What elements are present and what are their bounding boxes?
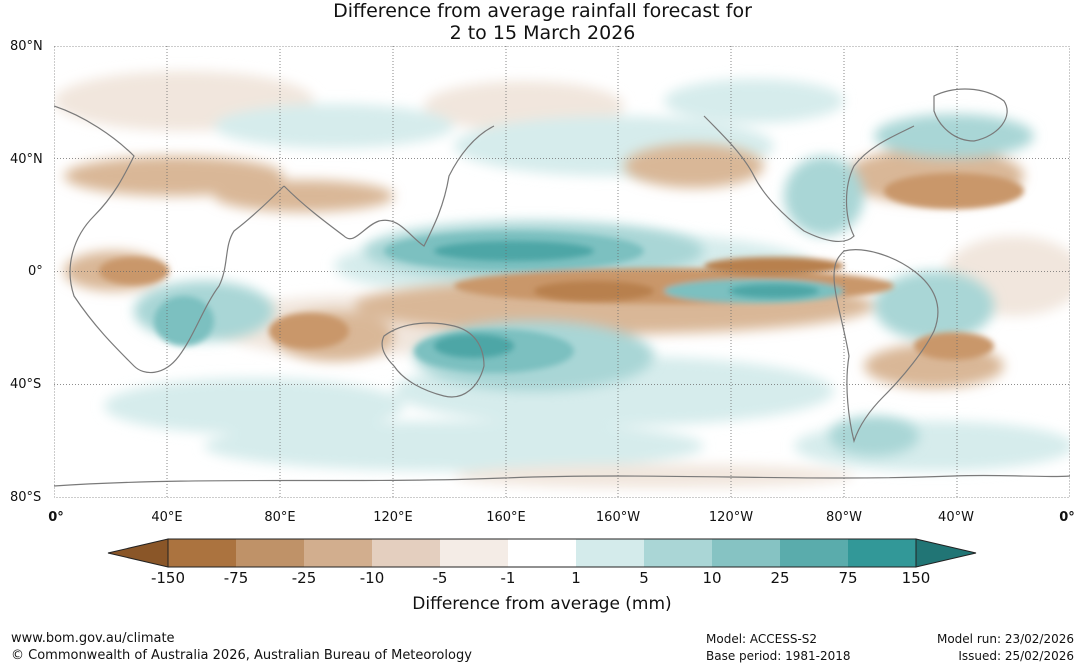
- colour-bar-legend: [107, 538, 977, 568]
- strong-wet-itcz-east-pacific: [729, 284, 819, 298]
- faint-wet-central-asia: [214, 104, 454, 148]
- strong-wet-coral-sea: [434, 334, 514, 358]
- legend-tick-5: 5: [639, 569, 649, 587]
- coast-australia: [381, 322, 485, 398]
- coastlines: [54, 88, 1070, 487]
- lat-label-equator: 0°: [28, 264, 43, 279]
- lon-label-0-right: 0°: [1059, 510, 1075, 525]
- legend-swatch-1: [168, 539, 236, 567]
- map-title-line1: Difference from average rainfall forecas…: [333, 0, 752, 22]
- legend-arrow-dry: [107, 538, 169, 568]
- mid-wet-madagascar: [154, 296, 214, 346]
- legend-tick-150: 150: [901, 569, 931, 587]
- mid-dry-central-indian: [269, 313, 349, 349]
- lat-label-80n: 80°N: [10, 39, 43, 54]
- legend-swatch-5: [440, 539, 508, 567]
- faint-wet-southern-ocean: [204, 421, 704, 471]
- lon-label-120w: 120°W: [708, 510, 754, 525]
- light-dry-middle-east: [214, 180, 394, 212]
- lat-label-40n: 40°N: [10, 152, 43, 167]
- strong-wet-north-tropical-pacific: [434, 241, 594, 261]
- footer-website-link[interactable]: www.bom.gov.au/climate: [11, 631, 175, 646]
- legend-tick-minus25: -25: [291, 569, 317, 587]
- light-dry-west-us: [624, 144, 764, 188]
- legend-tick-75: 75: [838, 569, 858, 587]
- map-frame: [54, 46, 1070, 498]
- legend-swatch-7: [576, 539, 644, 567]
- anomaly-strong-layer: [434, 241, 844, 358]
- lon-label-0-left: 0°: [48, 510, 64, 525]
- lon-label-160e: 160°E: [486, 510, 526, 525]
- lon-label-80w: 80°W: [826, 510, 862, 525]
- legend-title: Difference from average (mm): [412, 594, 672, 614]
- legend-tick-minus10: -10: [359, 569, 385, 587]
- legend-tick-25: 25: [770, 569, 790, 587]
- strong-dry-central-pacific: [534, 281, 654, 301]
- legend-tick-minus75: -75: [223, 569, 249, 587]
- lon-label-80e: 80°E: [264, 510, 296, 525]
- legend-swatch-4: [372, 539, 440, 567]
- map-title-line2: 2 to 15 March 2026: [449, 22, 636, 44]
- legend-tick-minus150: -150: [150, 569, 186, 587]
- coast-greenland: [933, 88, 1008, 142]
- lat-label-40s: 40°S: [10, 377, 42, 392]
- legend-swatch-2: [236, 539, 304, 567]
- lon-label-40w: 40°W: [938, 510, 974, 525]
- mid-dry-south-brazil: [914, 332, 994, 360]
- footer-issued: Issued: 25/02/2026: [958, 649, 1074, 663]
- legend-tick-10: 10: [702, 569, 722, 587]
- mid-dry-north-atlantic: [884, 173, 1024, 209]
- coast-south-america: [833, 249, 939, 444]
- footer-copyright: © Commonwealth of Australia 2026, Austra…: [11, 648, 472, 663]
- lon-label-40e: 40°E: [151, 510, 183, 525]
- light-dry-mediterranean: [64, 156, 284, 196]
- coast-antarctica: [54, 474, 1070, 487]
- rainfall-anomaly-map: [54, 46, 1070, 498]
- lon-label-160w: 160°W: [595, 510, 641, 525]
- lat-label-80s: 80°S: [10, 490, 42, 505]
- footer-base-period: Base period: 1981-2018: [706, 649, 851, 663]
- legend-swatch-6: [508, 539, 576, 567]
- legend-swatch-9: [712, 539, 780, 567]
- light-wet-brazil: [874, 271, 994, 341]
- legend-tick-minus1: -1: [500, 569, 516, 587]
- legend-tick-1: 1: [571, 569, 581, 587]
- faint-wet-south-indian: [104, 378, 404, 434]
- coast-europe-africa: [54, 105, 285, 374]
- light-wet-patagonia: [829, 416, 919, 456]
- coast-asia: [283, 125, 495, 247]
- legend-swatch-3: [304, 539, 372, 567]
- faint-wet-north-pacific-high: [664, 79, 844, 123]
- footer-model: Model: ACCESS-S2: [706, 632, 818, 646]
- legend-frame: [167, 538, 917, 568]
- legend-swatch-11: [848, 539, 916, 567]
- lon-label-120e: 120°E: [373, 510, 413, 525]
- footer-model-run: Model run: 23/02/2026: [936, 632, 1074, 646]
- legend-swatch-10: [780, 539, 848, 567]
- coast-north-america: [703, 115, 915, 243]
- legend-arrow-wet: [915, 538, 977, 568]
- graticule: [54, 46, 1070, 498]
- legend-swatch-8: [644, 539, 712, 567]
- mid-dry-west-africa: [99, 257, 169, 285]
- strong-dry-east-pacific: [704, 257, 844, 275]
- legend-tick-minus5: -5: [432, 569, 448, 587]
